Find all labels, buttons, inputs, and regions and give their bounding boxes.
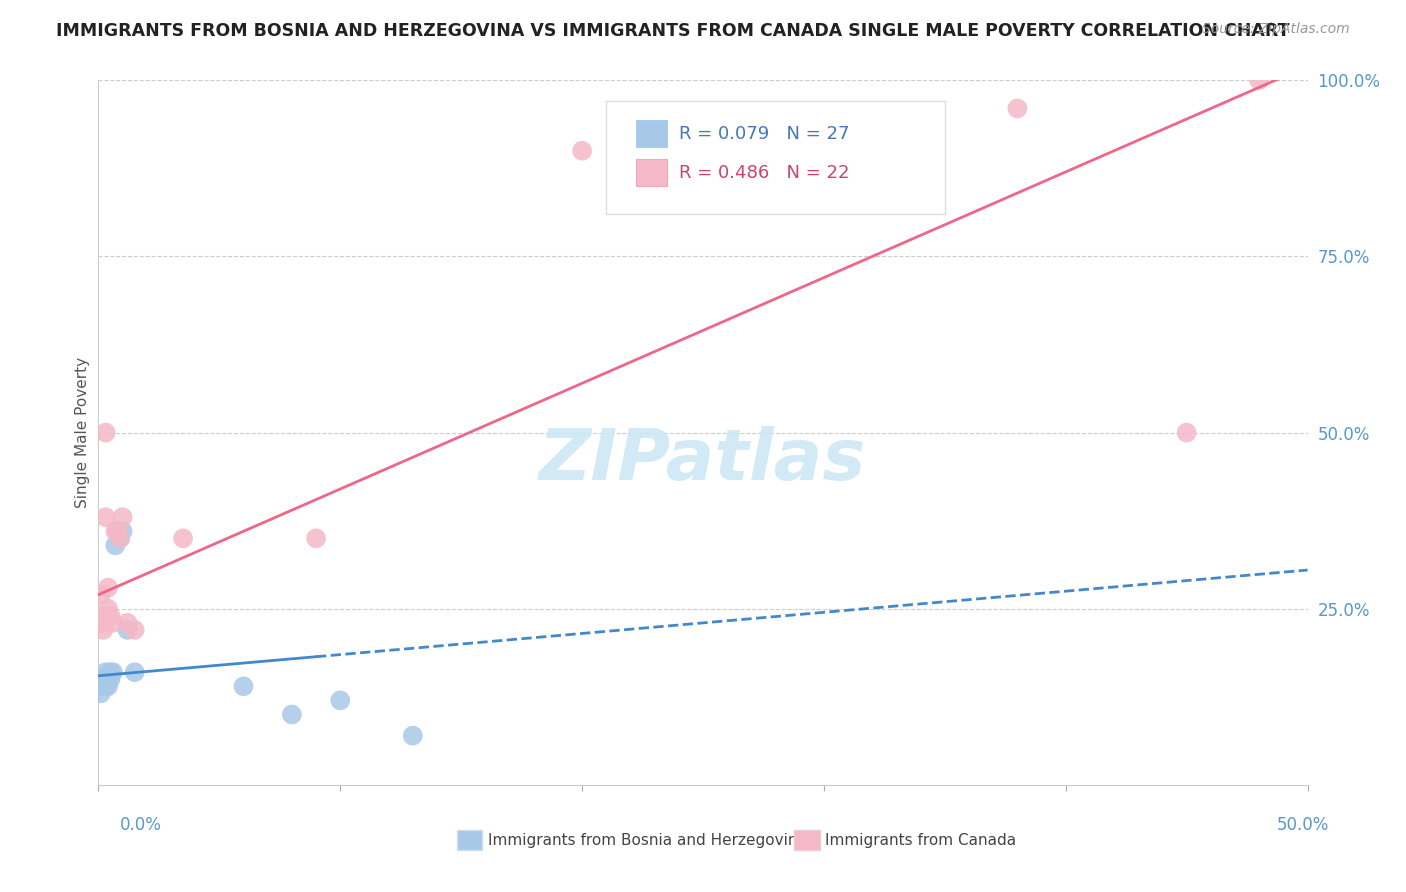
Point [90, 686, 112, 700]
Point [100, 673, 122, 687]
Point [91, 608, 114, 623]
Point [329, 693, 352, 707]
Y-axis label: Single Male Poverty: Single Male Poverty [75, 357, 90, 508]
Text: Source: ZipAtlas.com: Source: ZipAtlas.com [1202, 22, 1350, 37]
Point [101, 665, 124, 680]
Point [90, 679, 112, 693]
Text: 50.0%: 50.0% [1277, 816, 1329, 834]
Point [1175, 425, 1198, 440]
Text: 0.0%: 0.0% [120, 816, 162, 834]
Point [97, 601, 120, 615]
Point [117, 623, 139, 637]
Point [124, 665, 146, 680]
Point [90, 673, 112, 687]
Point [94, 665, 117, 680]
Point [104, 538, 127, 552]
Point [117, 615, 139, 630]
Text: IMMIGRANTS FROM BOSNIA AND HERZEGOVINA VS IMMIGRANTS FROM CANADA SINGLE MALE POV: IMMIGRANTS FROM BOSNIA AND HERZEGOVINA V… [56, 22, 1289, 40]
Point [107, 524, 129, 539]
Point [91, 673, 114, 687]
Point [108, 532, 131, 546]
Point [111, 510, 134, 524]
Point [305, 532, 328, 546]
Point [571, 144, 593, 158]
Point [91, 679, 114, 693]
Point [94, 673, 117, 687]
Point [108, 532, 131, 546]
Point [1007, 102, 1029, 116]
Point [107, 524, 129, 539]
Point [97, 679, 120, 693]
Point [100, 608, 122, 623]
Text: Immigrants from Canada: Immigrants from Canada [825, 833, 1017, 847]
Bar [637, 159, 666, 186]
Point [97, 673, 120, 687]
Text: R = 0.486   N = 22: R = 0.486 N = 22 [679, 164, 849, 182]
Point [94, 425, 117, 440]
Point [90, 588, 112, 602]
Point [91, 623, 114, 637]
Point [100, 665, 122, 680]
Bar [637, 120, 666, 147]
Text: R = 0.079   N = 27: R = 0.079 N = 27 [679, 125, 849, 143]
Point [124, 623, 146, 637]
FancyBboxPatch shape [606, 102, 945, 214]
Point [94, 510, 117, 524]
Point [97, 673, 120, 687]
Point [111, 524, 134, 539]
Point [97, 581, 120, 595]
Point [1249, 73, 1271, 87]
Point [91, 673, 114, 687]
Point [172, 532, 194, 546]
Point [101, 615, 124, 630]
Text: Immigrants from Bosnia and Herzegovina: Immigrants from Bosnia and Herzegovina [488, 833, 807, 847]
Point [90, 673, 112, 687]
Point [90, 615, 112, 630]
Point [281, 707, 304, 722]
Point [104, 524, 127, 539]
Point [94, 679, 117, 693]
Text: ZIPatlas: ZIPatlas [540, 426, 866, 495]
Point [402, 729, 425, 743]
Point [91, 679, 114, 693]
Point [232, 679, 254, 693]
